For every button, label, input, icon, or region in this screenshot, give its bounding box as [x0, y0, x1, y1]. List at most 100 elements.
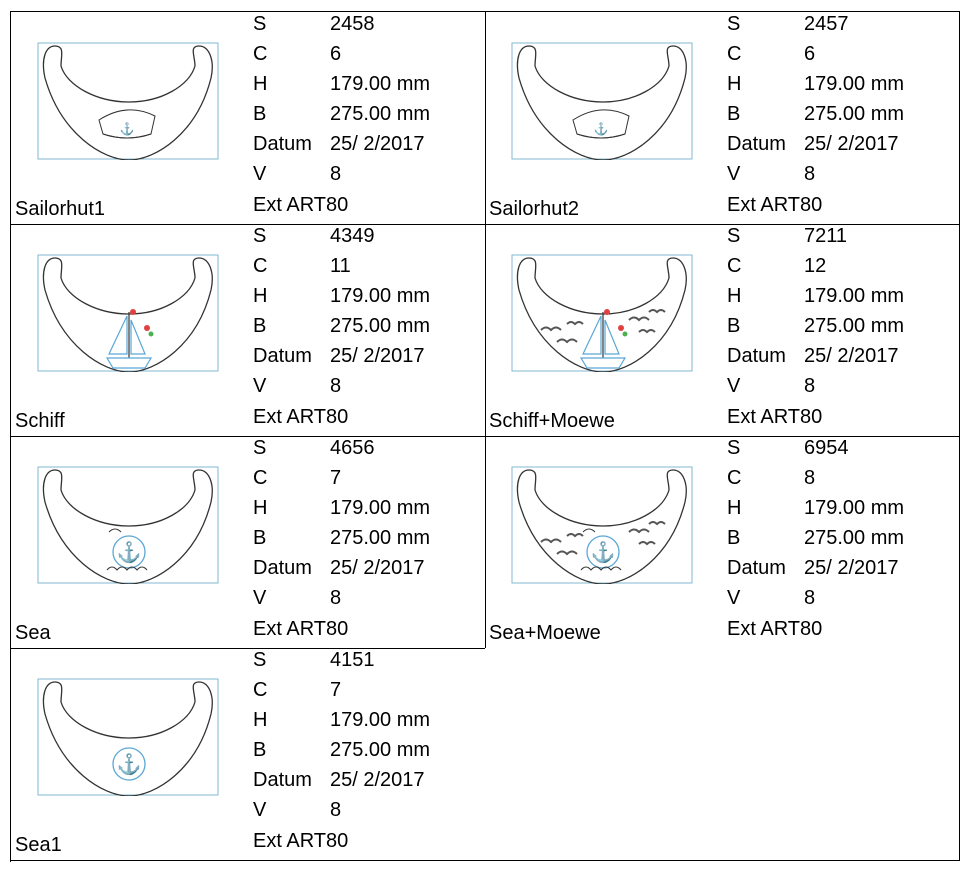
design-thumbnail	[511, 254, 693, 372]
sailor-hat-motif: ⚓	[98, 109, 156, 139]
date-value: 25/ 2/2017	[330, 557, 425, 579]
extension-value: Ext ART80	[253, 618, 349, 640]
width-value: 275.00 mm	[330, 315, 431, 337]
design-preview-image	[37, 254, 219, 372]
height-value: 179.00 mm	[330, 709, 431, 731]
design-name: Schiff+Moewe	[489, 410, 615, 432]
width-value: 275.00 mm	[330, 103, 431, 125]
version-value: 8	[804, 375, 816, 397]
design-preview-image: ⚓	[37, 466, 219, 584]
svg-text:⚓: ⚓	[117, 752, 142, 776]
height-value: 179.00 mm	[330, 497, 431, 519]
date-value: 25/ 2/2017	[804, 345, 899, 367]
design-thumbnail: ⚓	[37, 678, 219, 796]
collar-outline	[42, 681, 213, 796]
color-count: 6	[804, 43, 816, 65]
hoop-frame	[37, 42, 219, 160]
design-name: Sea+Moewe	[489, 622, 601, 644]
design-thumbnail: ⚓	[37, 42, 219, 160]
design-cell: S 4349 C 11 H 179.00 mm B 275.00 mm Datum 25/…	[11, 224, 486, 437]
anchor-medallion-motif: ⚓	[586, 535, 620, 569]
design-name: Schiff	[15, 410, 65, 432]
width-value: 275.00 mm	[804, 103, 905, 125]
empty-cell	[485, 648, 960, 861]
design-thumbnail: ⚓	[511, 42, 693, 160]
design-preview-image	[511, 254, 693, 372]
seagulls-motif	[540, 521, 666, 556]
sailboat-motif	[105, 309, 154, 369]
width-value: 275.00 mm	[804, 527, 905, 549]
design-name: Sailorhut1	[15, 198, 106, 220]
design-cell: S 7211 C 12 H 179.00 mm B 275.00 mm Datum 25/…	[485, 224, 960, 437]
width-value: 275.00 mm	[804, 315, 905, 337]
design-name: Sailorhut2	[489, 198, 580, 220]
height-value: 179.00 mm	[330, 285, 431, 307]
color-count: 11	[330, 255, 351, 277]
collar-outline	[516, 45, 687, 160]
svg-text:⚓: ⚓	[117, 540, 142, 564]
stitch-count: 6954	[804, 437, 849, 459]
design-preview-image: ⚓	[37, 678, 219, 796]
svg-text:⚓: ⚓	[591, 540, 616, 564]
color-count: 8	[804, 467, 816, 489]
collar-outline	[42, 257, 213, 372]
height-value: 179.00 mm	[804, 497, 905, 519]
svg-text:⚓: ⚓	[120, 122, 135, 136]
date-value: 25/ 2/2017	[804, 557, 899, 579]
stitch-count: 4151	[330, 649, 375, 671]
color-count: 6	[330, 43, 342, 65]
design-thumbnail	[37, 254, 219, 372]
design-preview-image: ⚓	[511, 42, 693, 160]
seagulls-motif	[540, 309, 666, 344]
hoop-frame	[37, 678, 219, 796]
collar-outline	[516, 469, 687, 584]
collar-outline	[42, 469, 213, 584]
stitch-count: 4656	[330, 437, 375, 459]
version-value: 8	[330, 163, 342, 185]
anchor-medallion-motif: ⚓	[112, 747, 146, 781]
hoop-frame	[511, 42, 693, 160]
version-value: 8	[330, 375, 342, 397]
height-value: 179.00 mm	[804, 285, 905, 307]
hoop-frame	[511, 466, 693, 584]
stitch-count: 7211	[804, 225, 848, 247]
color-count: 7	[330, 679, 342, 701]
hoop-frame	[37, 466, 219, 584]
design-name: Sea1	[15, 834, 62, 856]
design-preview-image: ⚓	[511, 466, 693, 584]
width-value: 275.00 mm	[330, 739, 431, 761]
height-value: 179.00 mm	[330, 73, 431, 95]
svg-text:⚓: ⚓	[594, 122, 609, 136]
date-value: 25/ 2/2017	[330, 345, 425, 367]
date-value: 25/ 2/2017	[330, 769, 425, 791]
version-value: 8	[804, 163, 816, 185]
extension-value: Ext ART80	[253, 406, 349, 428]
design-thumbnail: ⚓	[511, 466, 693, 584]
extension-value: Ext ART80	[727, 618, 823, 640]
sailor-hat-motif: ⚓	[572, 109, 630, 139]
date-value: 25/ 2/2017	[330, 133, 425, 155]
collar-outline	[42, 45, 213, 160]
hoop-frame	[37, 254, 219, 372]
date-value: 25/ 2/2017	[804, 133, 899, 155]
color-count: 7	[330, 467, 342, 489]
version-value: 8	[330, 799, 342, 821]
sea-waves-motif	[106, 528, 148, 571]
sea-waves-motif	[580, 528, 622, 571]
hoop-frame	[511, 254, 693, 372]
design-thumbnail: ⚓	[37, 466, 219, 584]
stitch-count: 4349	[330, 225, 375, 247]
stitch-count: 2458	[330, 13, 375, 35]
width-value: 275.00 mm	[330, 527, 431, 549]
design-name: Sea	[15, 622, 51, 644]
stitch-count: 2457	[804, 13, 849, 35]
sailboat-motif	[579, 309, 628, 369]
collar-outline	[516, 257, 687, 372]
version-value: 8	[330, 587, 342, 609]
